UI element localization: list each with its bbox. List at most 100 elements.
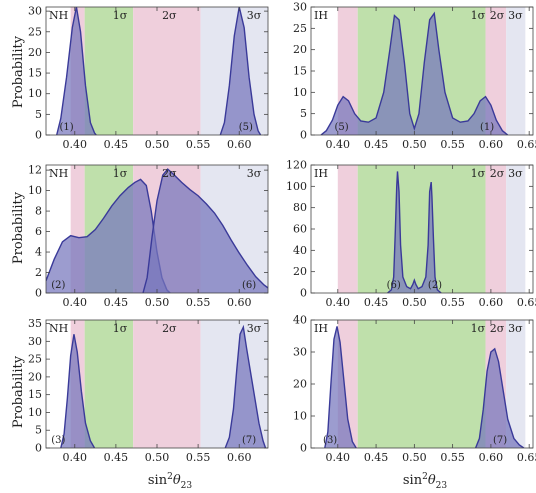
xlabel-theta: θ [173,473,181,488]
y-tick-label: 0 [35,129,42,142]
panel-p4: 0.40 0.45 0.50 0.55 0.60 0.65 0 20 40 60 80 100 120 I… [286,159,536,310]
plot-area [46,165,268,293]
hierarchy-label: NH [49,9,68,22]
y-tick-label: 20 [28,46,42,59]
hierarchy-label: IH [314,322,328,335]
x-tick-label: 0.45 [104,296,129,309]
y-tick-label: 30 [293,346,307,359]
y-tick-label: 5 [300,107,307,120]
sigma-label: 2σ [490,167,505,180]
y-tick-label: 40 [293,244,307,257]
x-tick-label: 0.40 [63,138,88,151]
y-tick-label: 20 [28,370,42,383]
curve-label: (6) [387,280,401,291]
x-tick-label: 0.50 [402,138,427,151]
x-tick-label: 0.60 [227,138,252,151]
hierarchy-label: NH [49,167,68,180]
x-tick-label: 0.50 [145,451,170,464]
y-tick-label: 2 [35,266,42,279]
curve-label: (6) [242,280,256,291]
sigma-band-2sigma [485,7,507,135]
sigma-band-1sigma [84,320,134,448]
xlabel-base: sin [148,473,168,488]
x-tick-label: 0.45 [104,138,129,151]
y-tick-label: 0 [300,287,307,300]
y-tick-label: 10 [28,184,42,197]
x-tick-label: 0.45 [364,451,389,464]
y-tick-label: 30 [28,335,42,348]
probability-curve-2 [224,324,267,448]
x-tick-label: 0.65 [517,296,536,309]
y-tick-label: 5 [35,108,42,121]
x-tick-label: 0.55 [186,296,211,309]
sigma-label: 2σ [490,9,505,22]
hierarchy-label: IH [314,167,328,180]
y-axis-label-row3: Probability [11,355,26,428]
x-tick-label: 0.40 [326,451,351,464]
curve-label: (2) [428,280,442,291]
sigma-label: 3σ [247,322,262,335]
curve-label: (3) [51,435,65,446]
sigma-band-1sigma [84,7,134,135]
plot-area [320,7,526,135]
xlabel-base: sin [403,473,423,488]
sigma-label: 2σ [490,322,505,335]
probability-area-1 [56,7,97,135]
y-tick-label: 0 [35,287,42,300]
plot-area [60,320,268,448]
probability-curve-2 [219,7,262,135]
y-tick-label: 120 [286,159,307,172]
y-tick-label: 15 [293,65,307,78]
probability-area-1 [46,179,171,293]
y-axis-label-row2: Probability [11,191,26,264]
y-tick-label: 15 [28,67,42,80]
probability-area-1 [324,326,357,448]
sigma-band-1sigma [357,165,486,293]
sigma-label: 3σ [508,322,523,335]
x-tick-label: 0.40 [326,296,351,309]
curve-label: (7) [242,435,256,446]
probability-area-1 [387,171,442,293]
probability-curve-1 [387,171,442,293]
sigma-label: 1σ [113,9,128,22]
hierarchy-label: NH [49,322,68,335]
y-tick-label: 10 [293,410,307,423]
plot-area [56,7,268,135]
x-tick-label: 0.60 [479,138,504,151]
y-tick-label: 20 [293,265,307,278]
sigma-label: 2σ [162,322,177,335]
y-tick-label: 40 [293,314,307,327]
sigma-band-2sigma [133,7,201,135]
y-tick-label: 5 [35,424,42,437]
x-axis-label-right: sin2θ23 [403,472,447,491]
y-tick-label: 0 [300,129,307,142]
sigma-label: 1σ [471,322,486,335]
sigma-label: 2σ [162,167,177,180]
probability-area-1 [60,334,95,448]
x-tick-label: 0.45 [364,296,389,309]
x-tick-label: 0.45 [364,138,389,151]
x-tick-label: 0.65 [517,138,536,151]
x-tick-label: 0.55 [186,451,211,464]
x-tick-label: 0.55 [440,296,465,309]
x-tick-label: 0.60 [479,296,504,309]
probability-curve-1 [324,326,357,448]
probability-area-2 [143,169,268,293]
sigma-band-1sigma [357,320,486,448]
probability-curve-1 [56,7,97,135]
sigma-label: 1σ [471,167,486,180]
probability-area-1 [320,13,508,135]
panel-p3: 0.40 0.45 0.50 0.55 0.60 0 2 4 6 8 10 12 NH 1σ 2σ 3σ (2)… [28,164,269,309]
xlabel-sup: 2 [422,472,428,482]
sigma-band-2sigma [133,320,201,448]
x-tick-label: 0.55 [440,138,465,151]
probability-area-2 [225,327,266,448]
y-tick-label: 20 [293,43,307,56]
y-tick-label: 0 [35,442,42,455]
probability-curve-1 [320,11,509,135]
x-tick-label: 0.55 [186,138,211,151]
panel-p2: 0.40 0.45 0.50 0.55 0.60 0.65 0 5 10 15 20 25 30 IH 1σ… [293,1,536,152]
x-tick-label: 0.50 [402,296,427,309]
x-tick-label: 0.45 [104,451,129,464]
x-tick-label: 0.50 [145,138,170,151]
